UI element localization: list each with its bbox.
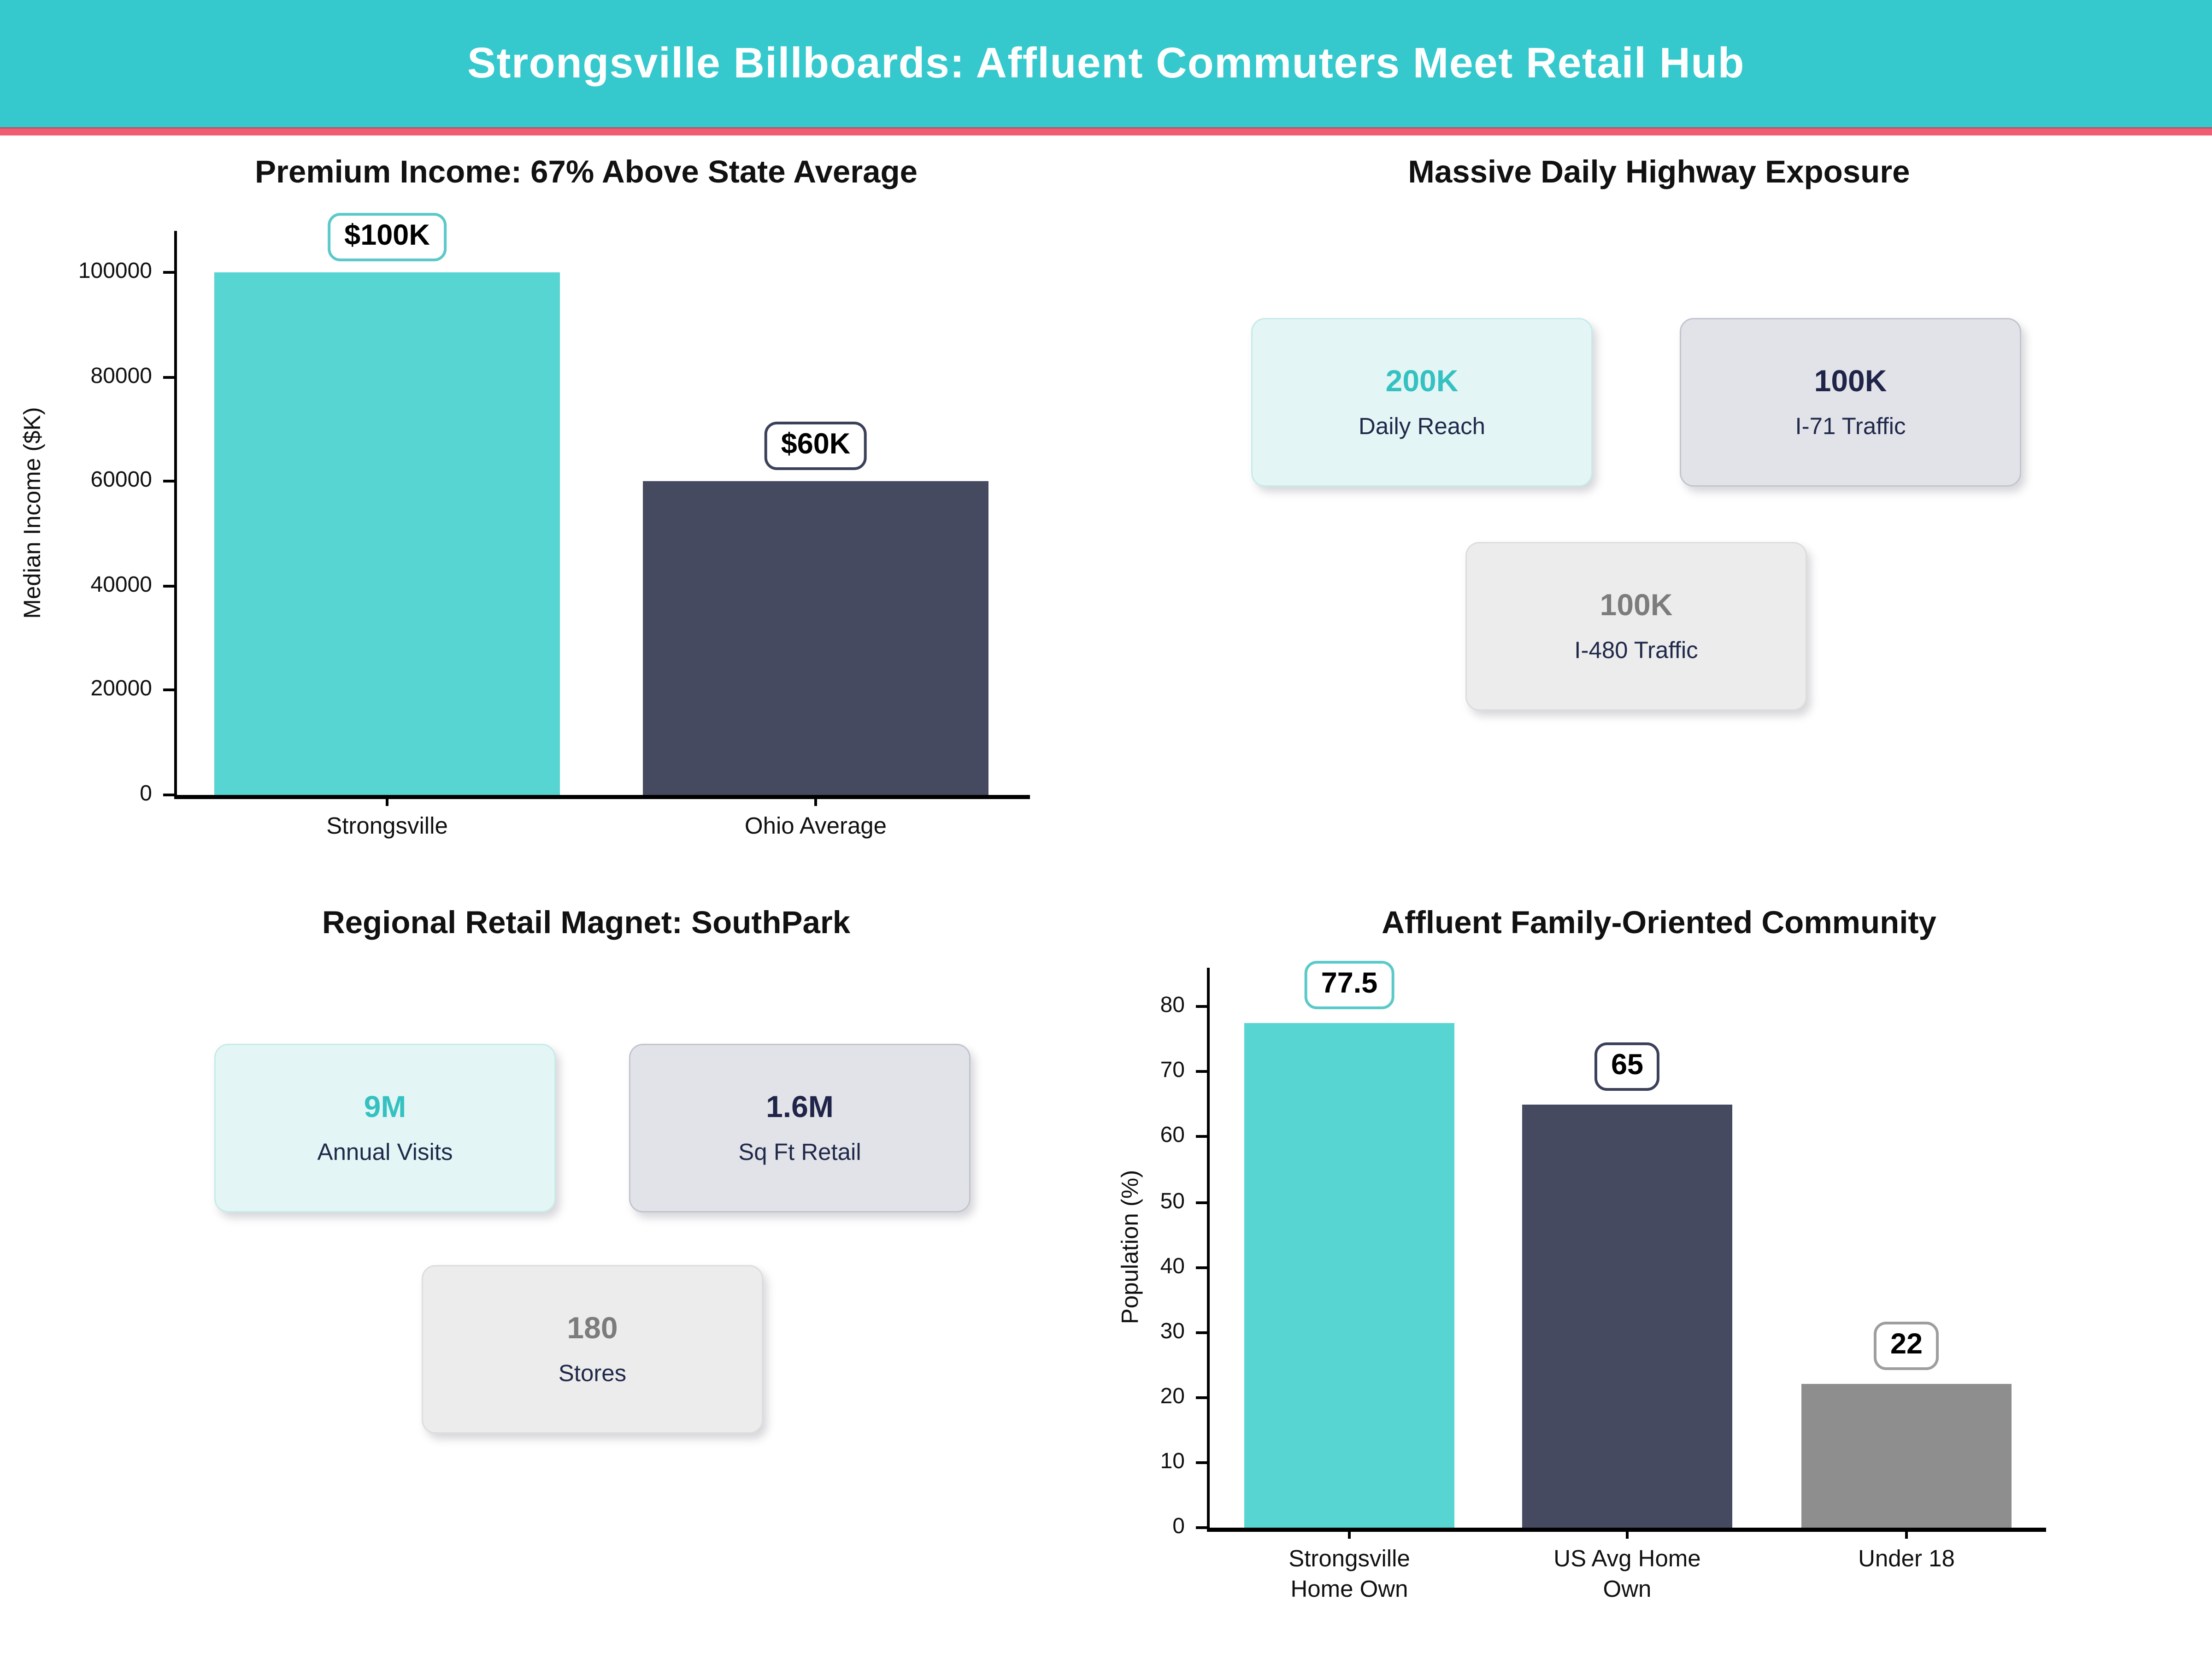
y-tick-mark [162, 271, 174, 274]
bar-us-avg-home-own [1522, 1104, 1732, 1528]
stat-card-daily-reach: 200K Daily Reach [1251, 318, 1593, 487]
y-tick-mark [1195, 1331, 1206, 1334]
value-label-us-avg-home-own: 65 [1594, 1042, 1660, 1091]
y-tick-mark [1195, 1200, 1206, 1204]
header-banner: Strongsville Billboards: Affluent Commut… [0, 0, 2212, 127]
income-chart-plot: 0 20000 40000 60000 80000 100000 $100K Strongsv… [0, 134, 1106, 885]
x-category-label-ohio-average: Ohio Average [744, 813, 887, 839]
stat-label-stores: Stores [558, 1359, 627, 1386]
stat-label-annual-visits: Annual Visits [317, 1138, 453, 1165]
y-tick-label: 0 [140, 782, 152, 806]
x-tick-mark [814, 795, 817, 806]
stat-label-sqft-retail: Sq Ft Retail [738, 1138, 861, 1165]
y-tick-mark [1195, 1461, 1206, 1464]
y-axis-spine [173, 231, 177, 799]
value-label-under-18: 22 [1873, 1322, 1940, 1371]
value-label-strongsville: $100K [328, 213, 447, 262]
y-tick-mark [1195, 1071, 1206, 1074]
stat-card-i480-traffic: 100K I-480 Traffic [1465, 542, 1807, 711]
y-tick-mark [162, 480, 174, 483]
stat-label-i480-traffic: I-480 Traffic [1574, 636, 1698, 663]
y-tick-label: 100000 [78, 260, 152, 284]
y-tick-label: 20000 [90, 678, 153, 702]
bar-ohio-average [643, 481, 988, 795]
page-title: Strongsville Billboards: Affluent Commut… [467, 39, 1745, 87]
y-tick-mark [1195, 1005, 1206, 1008]
y-tick-label: 20 [1160, 1385, 1185, 1409]
x-tick-mark [386, 795, 388, 806]
y-axis-spine [1206, 968, 1210, 1531]
stat-value-i480-traffic: 100K [1600, 587, 1673, 622]
y-tick-mark [162, 376, 174, 379]
y-tick-label: 30 [1160, 1320, 1185, 1344]
y-tick-mark [1195, 1526, 1206, 1529]
retail-panel-title: Regional Retail Magnet: SouthPark [322, 904, 851, 940]
x-category-label-us-avg-home-own: US Avg Home Own [1553, 1546, 1701, 1602]
stat-card-stores: 180 Stores [422, 1265, 763, 1434]
y-tick-label: 80 [1160, 994, 1185, 1018]
community-chart-title: Affluent Family-Oriented Community [1382, 904, 1936, 940]
bar-strongsville-home-own [1244, 1023, 1454, 1528]
y-tick-label: 70 [1160, 1059, 1185, 1083]
exposure-panel-title: Massive Daily Highway Exposure [1408, 153, 1910, 189]
stat-value-daily-reach: 200K [1385, 363, 1459, 398]
y-tick-label: 60000 [90, 469, 153, 493]
y-tick-mark [1195, 1396, 1206, 1399]
x-category-label-strongsville: Strongsville [326, 813, 448, 839]
value-label-strongsville-home-own: 77.5 [1304, 961, 1394, 1010]
income-chart-title: Premium Income: 67% Above State Average [254, 153, 918, 189]
y-tick-label: 10 [1160, 1450, 1185, 1474]
y-tick-label: 80000 [90, 365, 153, 388]
x-tick-mark [1905, 1528, 1908, 1539]
y-tick-label: 50 [1160, 1189, 1185, 1213]
exposure-panel-section: Massive Daily Highway Exposure 200K Dail… [1106, 134, 2212, 885]
x-tick-mark [1626, 1528, 1629, 1539]
bar-under-18 [1801, 1384, 2012, 1528]
community-chart-section: Affluent Family-Oriented Community Popul… [1106, 885, 2212, 1659]
stat-label-daily-reach: Daily Reach [1359, 412, 1485, 439]
y-tick-mark [1195, 1135, 1206, 1139]
value-label-ohio-average: $60K [764, 422, 867, 471]
stat-card-annual-visits: 9M Annual Visits [214, 1044, 556, 1212]
stat-card-sqft-retail: 1.6M Sq Ft Retail [629, 1044, 971, 1212]
income-chart-section: Premium Income: 67% Above State Average … [0, 134, 1106, 885]
x-category-label-strongsville-home-own: Strongsville Home Own [1288, 1546, 1410, 1602]
y-tick-label: 40000 [90, 573, 153, 597]
stat-value-stores: 180 [567, 1310, 618, 1345]
y-tick-mark [162, 689, 174, 692]
stat-card-i71-traffic: 100K I-71 Traffic [1680, 318, 2021, 487]
header-accent-strip [0, 127, 2212, 135]
stat-value-sqft-retail: 1.6M [766, 1088, 834, 1124]
bar-strongsville [214, 272, 560, 795]
y-tick-label: 60 [1160, 1124, 1185, 1148]
y-tick-label: 0 [1172, 1515, 1185, 1539]
x-tick-mark [1348, 1528, 1351, 1539]
y-tick-label: 40 [1160, 1254, 1185, 1278]
y-tick-mark [162, 584, 174, 588]
stat-value-i71-traffic: 100K [1814, 363, 1887, 398]
y-tick-mark [162, 794, 174, 796]
y-tick-mark [1195, 1265, 1206, 1269]
stat-value-annual-visits: 9M [364, 1088, 406, 1124]
stat-label-i71-traffic: I-71 Traffic [1795, 412, 1906, 439]
retail-panel-section: Regional Retail Magnet: SouthPark 9M Ann… [0, 885, 1106, 1659]
x-axis-spine [173, 795, 1030, 799]
x-category-label-under-18: Under 18 [1858, 1546, 1955, 1572]
community-chart-plot: 0 10 20 30 40 50 60 70 80 77.5 Strongsville Home O… [1106, 885, 2212, 1659]
